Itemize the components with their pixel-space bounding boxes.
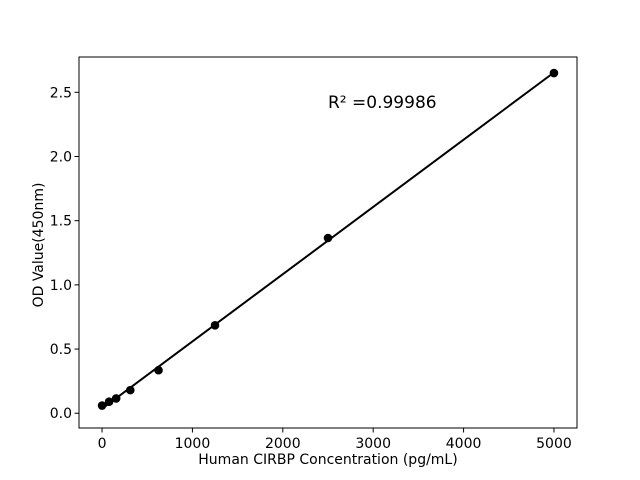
data-point xyxy=(549,68,559,78)
r-squared-annotation: R² =0.99986 xyxy=(328,92,437,113)
data-point xyxy=(154,365,163,375)
axes-frame xyxy=(78,56,578,429)
y-axis-label: OD Value(450nm) xyxy=(31,182,47,308)
data-point xyxy=(111,394,121,403)
data-point xyxy=(104,397,114,406)
y-tick-label: 0.0 xyxy=(50,406,72,422)
x-tick-label: 4000 xyxy=(446,436,482,452)
x-tick-label: 0 xyxy=(98,436,107,452)
y-tick-label: 2.0 xyxy=(50,149,72,165)
x-tick-label: 5000 xyxy=(536,436,572,452)
y-tick-label: 1.0 xyxy=(50,278,72,294)
data-point xyxy=(97,401,107,410)
y-tick-label: 0.5 xyxy=(50,342,72,358)
data-point xyxy=(125,385,135,395)
y-tick-label: 2.5 xyxy=(50,85,72,101)
data-point xyxy=(210,321,220,330)
x-tick-label: 2000 xyxy=(265,436,301,452)
x-axis-label: Human CIRBP Concentration (pg/mL) xyxy=(198,452,458,468)
data-point xyxy=(323,233,333,243)
x-tick-label: 3000 xyxy=(355,436,391,452)
y-tick-label: 1.5 xyxy=(50,214,72,230)
x-tick-label: 1000 xyxy=(175,436,211,452)
